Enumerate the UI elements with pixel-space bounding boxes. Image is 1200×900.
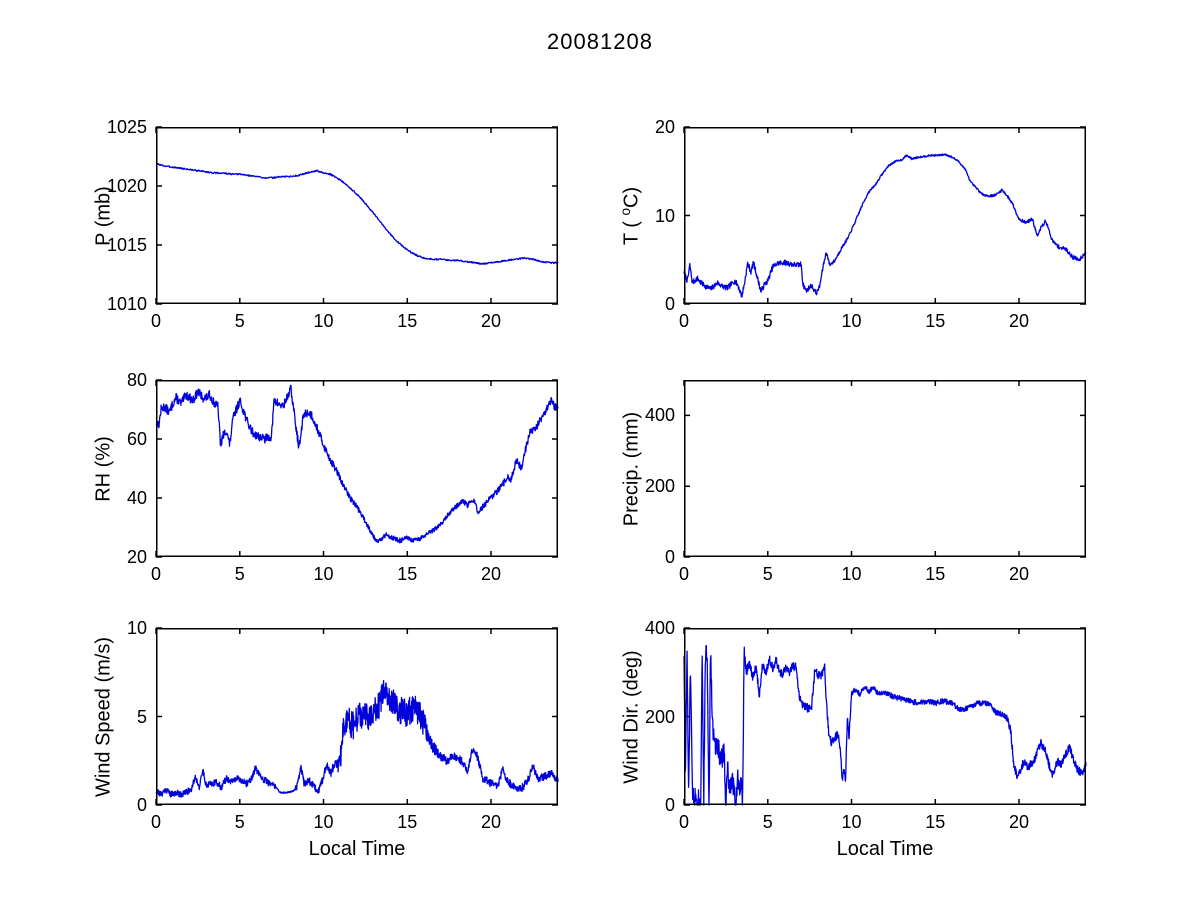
precipitation-y-axis-label: Precip. (mm) <box>621 411 644 525</box>
pressure-data-line <box>155 162 559 265</box>
wind-speed-x-axis-label: Local Time <box>308 838 406 860</box>
precipitation-x-tick-label: 10 <box>841 564 862 584</box>
temperature-tick-marks <box>683 126 1086 305</box>
subplot-temperature: T ( oC) 0 5 10 15 20 0 10 20 <box>618 117 1087 331</box>
wind-speed-x-tick-label: 15 <box>397 812 418 832</box>
wind-speed-y-axis-label-text: Wind Speed (m/s) <box>92 636 115 797</box>
wind-direction-x-tick-label: 15 <box>925 812 946 832</box>
relative-humidity-x-tick-label: 0 <box>150 564 161 584</box>
pressure-y-tick-label: 1015 <box>106 235 147 255</box>
wind-direction-y-tick-label: 200 <box>644 706 675 727</box>
relative-humidity-y-tick-label: 60 <box>126 429 147 449</box>
temperature-y-axis-label-pre: T ( <box>620 215 643 245</box>
relative-humidity-y-tick-label: 20 <box>126 547 147 567</box>
temperature-y-tick-label: 20 <box>654 117 675 137</box>
temperature-x-tick-label: 10 <box>841 311 862 331</box>
wind-speed-x-tick-label: 20 <box>480 812 502 832</box>
temperature-y-tick-label: 10 <box>654 205 675 226</box>
pressure-x-tick-label: 0 <box>150 311 161 331</box>
precipitation-y-axis-label-text: Precip. (mm) <box>620 411 643 526</box>
temperature-x-tick-label: 20 <box>1008 311 1030 331</box>
wind-direction-axes-box <box>684 628 1086 805</box>
wind-speed-x-tick-label: 0 <box>150 812 161 832</box>
relative-humidity-x-tick-label: 10 <box>313 564 334 584</box>
wind-direction-x-tick-label: 5 <box>762 812 773 832</box>
pressure-tick-marks <box>155 126 558 305</box>
subplot-wind-direction: Wind Dir. (deg) Local Time 0 5 10 15 20 0 200 4… <box>621 618 1087 860</box>
wind-speed-y-tick-label: 0 <box>136 795 147 815</box>
humidity-y-axis-label: RH (%) <box>93 436 116 502</box>
relative-humidity-tick-marks <box>155 379 558 558</box>
wind-speed-axes-box <box>156 628 558 805</box>
precipitation-x-tick-label: 5 <box>762 564 773 584</box>
relative-humidity-data-line <box>155 384 559 544</box>
temperature-degree-superscript: o <box>617 207 633 216</box>
wind-direction-y-tick-label: 400 <box>644 618 675 638</box>
precipitation-y-tick-label: 200 <box>644 476 675 497</box>
precipitation-y-tick-label: 0 <box>664 547 675 567</box>
relative-humidity-axes-box <box>156 380 558 557</box>
relative-humidity-y-tick-label: 80 <box>126 370 147 390</box>
relative-humidity-y-tick-label: 40 <box>126 488 147 508</box>
temperature-y-tick-label: 0 <box>664 294 675 314</box>
temperature-x-tick-label: 5 <box>762 311 773 331</box>
wind-direction-x-axis-label: Local Time <box>836 838 934 860</box>
precipitation-axes-box <box>684 380 1086 557</box>
subplot-humidity: RH (%) 0 5 10 15 20 20 40 60 80 <box>93 370 559 584</box>
wind-speed-y-tick-label: 10 <box>126 618 147 638</box>
temperature-y-axis-label: T ( oC) <box>617 186 644 245</box>
relative-humidity-x-tick-label: 20 <box>480 564 502 584</box>
precipitation-tick-marks <box>683 380 1086 558</box>
pressure-y-tick-label: 1020 <box>106 176 147 196</box>
wind-speed-y-axis-label: Wind Speed (m/s) <box>93 636 116 796</box>
wind-direction-x-tick-label: 10 <box>841 812 862 832</box>
temperature-axes-box <box>684 127 1086 304</box>
wind-direction-y-axis-label-text: Wind Dir. (deg) <box>620 649 643 784</box>
subplot-pressure: P (mb) 0 5 10 15 20 1010 1015 1020 1025 <box>93 117 559 331</box>
relative-humidity-x-tick-label: 5 <box>234 564 245 584</box>
pressure-x-tick-label: 5 <box>234 311 245 331</box>
precipitation-x-tick-label: 20 <box>1008 564 1030 584</box>
wind-direction-x-tick-label: 0 <box>678 812 689 832</box>
relative-humidity-x-tick-label: 15 <box>397 564 418 584</box>
precipitation-x-tick-label: 15 <box>925 564 946 584</box>
precipitation-y-tick-label: 400 <box>644 405 675 426</box>
temperature-y-axis-label-post: C) <box>620 186 643 208</box>
wind-direction-data-line <box>683 645 1087 806</box>
wind-direction-y-axis-label: Wind Dir. (deg) <box>621 650 644 783</box>
wind-speed-x-tick-label: 5 <box>234 812 245 832</box>
wind-speed-data-line <box>155 680 559 798</box>
temperature-data-line <box>683 153 1087 298</box>
wind-speed-y-tick-label: 5 <box>136 706 147 727</box>
humidity-y-axis-label-text: RH (%) <box>92 435 115 502</box>
precipitation-x-tick-label: 0 <box>678 564 689 584</box>
wind-direction-x-tick-label: 20 <box>1008 812 1030 832</box>
precipitation-plot-area <box>683 380 1086 558</box>
subplot-precipitation: Precip. (mm) 0 5 10 15 20 0 200 400 <box>621 380 1086 584</box>
temperature-x-tick-label: 0 <box>678 311 689 331</box>
wind-speed-plot-area <box>155 627 559 806</box>
figure-title: 20081208 <box>547 29 653 54</box>
pressure-x-tick-label: 20 <box>480 311 502 331</box>
pressure-x-tick-label: 15 <box>397 311 418 331</box>
wind-speed-x-tick-label: 10 <box>313 812 334 832</box>
pressure-y-tick-label: 1025 <box>106 117 147 137</box>
subplot-wind-speed: Wind Speed (m/s) Local Time 0 5 10 15 20 0 5 10 <box>93 618 559 860</box>
wind-direction-y-tick-label: 0 <box>664 795 675 815</box>
humidity-plot-area <box>155 379 559 558</box>
pressure-axes-box <box>156 127 558 304</box>
pressure-y-tick-label: 1010 <box>106 294 147 314</box>
pressure-x-tick-label: 10 <box>313 311 334 331</box>
temperature-x-tick-label: 15 <box>925 311 946 331</box>
temperature-plot-area <box>683 126 1087 305</box>
wind-direction-plot-area <box>683 627 1087 806</box>
pressure-plot-area <box>155 126 559 305</box>
